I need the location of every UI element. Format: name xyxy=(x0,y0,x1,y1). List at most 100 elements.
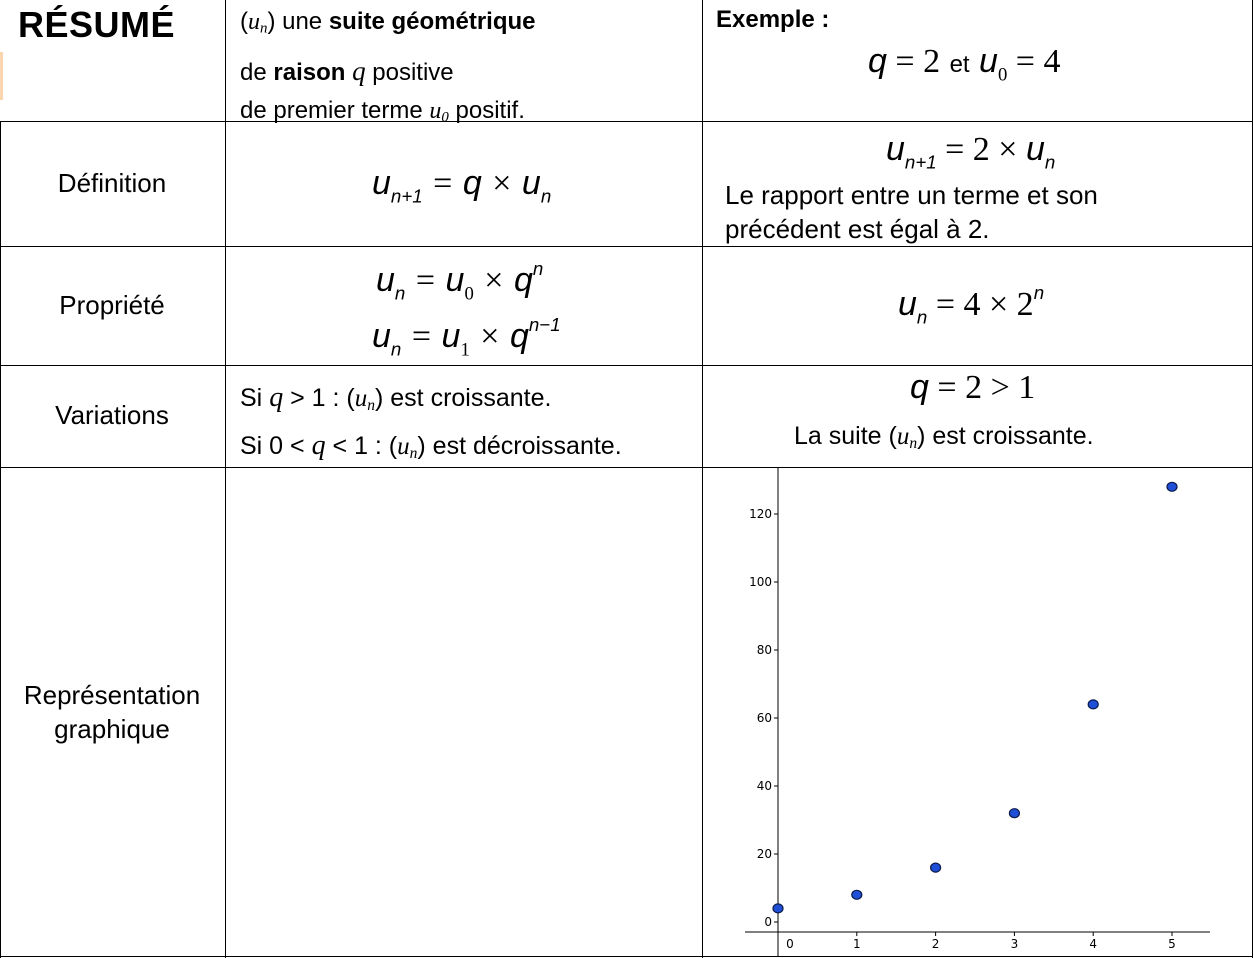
row-label-graph: Représentation graphique xyxy=(0,678,224,746)
math-text: = 2 xyxy=(886,43,941,80)
data-point xyxy=(1087,699,1099,710)
math-subscript: 0 xyxy=(464,283,474,305)
property-example-formula: un = 4 × 2n xyxy=(898,282,1044,328)
grid-line xyxy=(0,365,1253,366)
math-var: q xyxy=(513,260,533,299)
math-subscript: n xyxy=(390,338,402,360)
x-tick-label: 5 xyxy=(1168,937,1176,951)
decorative-mark xyxy=(0,52,3,100)
sequence-subscript: n xyxy=(909,434,918,452)
math-subscript: 0 xyxy=(997,64,1008,86)
page-title: RÉSUMÉ xyxy=(18,4,176,45)
math-var: q xyxy=(868,42,887,80)
property-formula-1: un = u0 × qn xyxy=(376,258,543,305)
example-and: et xyxy=(949,51,970,78)
intro-bold-text: raison xyxy=(273,58,346,86)
intro-text: positive xyxy=(365,58,454,86)
example-text-line: précédent est égal à 2. xyxy=(725,214,990,244)
intro-line-2: de raison q positive xyxy=(240,51,536,93)
example-text-part: La suite ( xyxy=(794,422,897,450)
math-exponent: n xyxy=(532,258,544,279)
math-var: u xyxy=(372,164,391,202)
sequence-var: u xyxy=(354,385,368,412)
math-text: = 2 × xyxy=(936,131,1026,168)
row-label-definition: Définition xyxy=(57,168,167,198)
y-tick-label: 60 xyxy=(757,711,772,725)
definition-example-formula: un+1 = 2 × un xyxy=(886,130,1055,173)
sequence-var: u xyxy=(248,9,260,35)
variations-line-1: Si q > 1 : (un) est croissante. xyxy=(240,378,622,426)
definition-formula: un+1 = q × un xyxy=(372,164,551,207)
data-point xyxy=(851,889,863,900)
variations-text-part: Si xyxy=(240,384,270,412)
math-exponent: n xyxy=(1033,282,1045,303)
x-tick-label: 2 xyxy=(932,937,940,951)
row-label-line: Représentation xyxy=(23,680,201,710)
math-exponent: n−1 xyxy=(528,314,561,335)
ratio-var: q xyxy=(352,55,366,86)
variations-line-2: Si 0 < q < 1 : (un) est décroissante. xyxy=(240,426,622,474)
grid-line xyxy=(225,0,226,958)
math-var: u xyxy=(372,316,391,355)
variations-text-part: Si 0 < xyxy=(240,431,312,460)
first-term-subscript: 0 xyxy=(441,109,449,126)
y-tick-label: 100 xyxy=(749,575,772,589)
intro-line-1: (un) une suite géométrique xyxy=(240,2,536,49)
math-subscript: n xyxy=(540,185,552,207)
intro-text: positif. xyxy=(448,96,525,124)
variations-example-text: La suite (un) est croissante. xyxy=(794,422,1094,453)
grid-line xyxy=(0,246,1253,247)
intro-text: ) une xyxy=(267,8,329,35)
example-params: q = 2 et u0 = 4 xyxy=(868,42,1060,86)
math-text: = 2 > 1 xyxy=(928,369,1036,406)
variations-text: Si q > 1 : (un) est croissante. Si 0 < q… xyxy=(240,378,622,474)
math-var: u xyxy=(979,42,998,80)
intro-line-3: de premier terme u0 positif. xyxy=(240,91,536,138)
math-subscript: n xyxy=(1044,151,1056,173)
math-subscript: n+1 xyxy=(390,185,423,207)
example-text-line: Le rapport entre un terme et son xyxy=(725,180,1098,210)
ratio-var: q xyxy=(311,429,326,461)
data-point xyxy=(1166,481,1178,492)
variations-text-part: ) est décroissante. xyxy=(417,431,622,460)
math-subscript: n xyxy=(916,306,928,328)
grid-line xyxy=(0,467,1253,468)
first-term-var: u xyxy=(429,97,442,124)
y-tick-label: 40 xyxy=(757,779,772,793)
math-text: = 4 xyxy=(1007,43,1061,80)
math-operator: = xyxy=(407,261,444,299)
math-subscript: 1 xyxy=(460,339,470,361)
grid-line xyxy=(1252,0,1253,958)
intro-bold-text: suite géométrique xyxy=(328,8,536,35)
example-text-part: ) est croissante. xyxy=(917,422,1094,450)
x-tick-label: 3 xyxy=(1011,937,1019,951)
math-var: q xyxy=(509,316,529,355)
property-formula-2: un = u1 × qn−1 xyxy=(372,314,561,361)
y-tick-label: 80 xyxy=(757,643,772,657)
math-subscript: n xyxy=(394,282,406,304)
variations-example-formula: q = 2 > 1 xyxy=(910,368,1035,407)
y-tick-label: 120 xyxy=(749,507,772,521)
math-operator: × xyxy=(471,317,508,355)
sequence-subscript: n xyxy=(367,396,375,414)
variations-text-part: ) est croissante. xyxy=(375,384,552,412)
math-operator: × xyxy=(475,261,512,299)
y-tick-label: 0 xyxy=(764,915,772,929)
math-var: u xyxy=(1025,130,1045,168)
math-var: q xyxy=(910,368,929,406)
intro-text: ( xyxy=(240,8,248,35)
math-var: u xyxy=(376,260,395,299)
data-point xyxy=(930,862,942,873)
math-var: u xyxy=(898,284,917,323)
math-var: u xyxy=(521,164,541,202)
intro-text: de xyxy=(240,58,274,86)
math-operator: = xyxy=(403,317,440,355)
x-tick-label: 0 xyxy=(786,937,794,951)
grid-line xyxy=(702,0,703,958)
sequence-subscript: n xyxy=(260,20,268,37)
sequence-subscript: n xyxy=(409,444,418,462)
grid-line xyxy=(0,121,1,958)
variations-text-part: < 1 : ( xyxy=(325,431,398,460)
row-label-variations: Variations xyxy=(55,400,169,430)
